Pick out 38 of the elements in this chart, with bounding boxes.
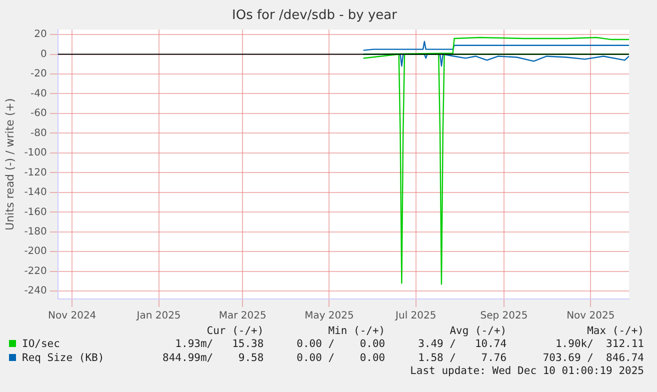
y-axis-title: Units read (-) / write (+) xyxy=(3,98,16,230)
y-tick-label: -80 xyxy=(30,128,47,139)
x-tick-label: Sep 2025 xyxy=(480,310,528,322)
text: Cur (-/+) xyxy=(206,325,265,337)
y-tick-label: -40 xyxy=(30,88,47,100)
y-tick-label: -60 xyxy=(30,108,47,120)
text: 1.93m/ 15.38 xyxy=(174,337,265,351)
x-tick-label: Nov 2024 xyxy=(48,310,96,322)
y-tick-label: 20 xyxy=(34,29,47,40)
y-tick-label: -220 xyxy=(24,266,47,277)
y-tick-label: -120 xyxy=(24,167,47,178)
text: Avg (-/+) xyxy=(448,325,508,337)
text: Last update: Wed Dec 10 01:00:19 2025 xyxy=(409,365,645,377)
text: Max (-/+) xyxy=(586,325,645,337)
chart-title: IOs for /dev/sdb - by year xyxy=(232,8,398,24)
text: 1.90k/ 312.11 xyxy=(554,337,645,351)
x-tick-label: Jul 2025 xyxy=(394,310,436,322)
x-tick-label: Jan 2025 xyxy=(136,310,181,322)
text: 3.49 / 10.74 xyxy=(417,337,508,351)
x-tick-label: Mar 2025 xyxy=(218,310,266,322)
text: Min (-/+) xyxy=(327,325,386,337)
legend-label: Req Size (KB) xyxy=(21,351,106,365)
y-tick-label: -20 xyxy=(30,68,47,80)
text: 1.58 / 7.76 xyxy=(417,351,508,365)
y-tick-label: 0 xyxy=(40,48,47,60)
x-tick-label: Nov 2025 xyxy=(566,310,615,322)
text: 0.00 / 0.00 xyxy=(296,351,386,365)
legend-label: IO/sec xyxy=(21,337,61,351)
y-tick-label: -180 xyxy=(24,226,47,238)
text: 0.00 / 0.00 xyxy=(296,337,386,351)
y-tick-label: -200 xyxy=(24,246,47,258)
y-tick-label: -240 xyxy=(24,286,47,297)
text: 703.69 / 846.74 xyxy=(542,351,645,365)
text: 844.99m/ 9.58 xyxy=(162,351,265,365)
y-tick-label: -100 xyxy=(24,148,47,159)
y-tick-label: -160 xyxy=(24,206,47,218)
x-tick-label: May 2025 xyxy=(304,310,354,322)
y-tick-label: -140 xyxy=(24,187,47,198)
